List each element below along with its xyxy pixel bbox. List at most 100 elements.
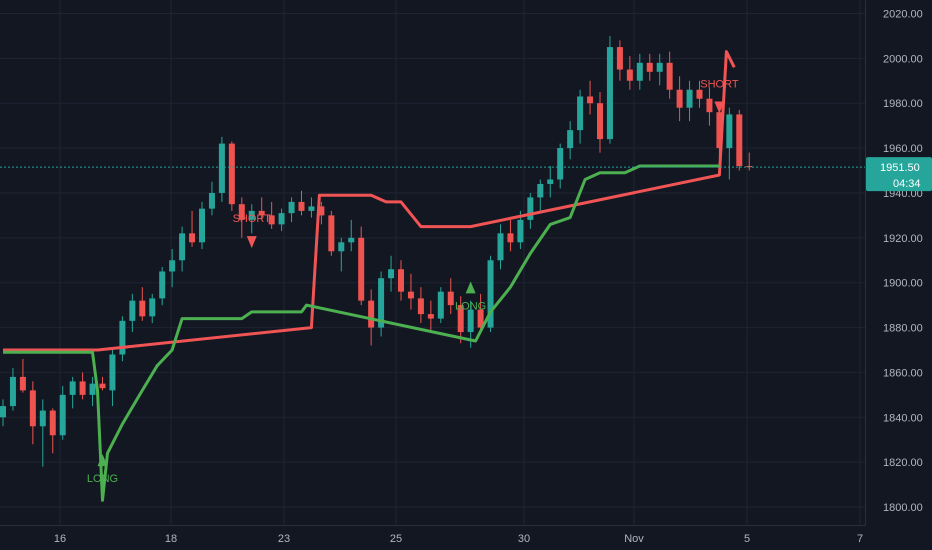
candle-body bbox=[487, 260, 494, 328]
candle-body bbox=[89, 383, 96, 395]
x-tick-label: 7 bbox=[857, 533, 863, 545]
candle-body bbox=[507, 233, 514, 243]
candle-body bbox=[139, 300, 146, 317]
time-axis-border bbox=[0, 525, 866, 526]
candle-body bbox=[577, 96, 584, 131]
candle-body bbox=[398, 269, 404, 292]
x-tick-label: 23 bbox=[278, 533, 290, 545]
y-tick-label: 2000.00 bbox=[883, 53, 923, 65]
candle-body bbox=[567, 130, 574, 149]
candle-body bbox=[79, 381, 86, 395]
candle-body bbox=[437, 291, 444, 319]
candle-body bbox=[597, 103, 603, 140]
candle-body bbox=[537, 183, 544, 198]
x-tick-label: 30 bbox=[518, 533, 530, 545]
candle-body bbox=[248, 210, 255, 220]
candle-body bbox=[328, 215, 335, 252]
candle-body bbox=[407, 291, 414, 299]
candle-body bbox=[208, 192, 215, 209]
candle-body bbox=[278, 213, 285, 225]
candle-body bbox=[676, 89, 683, 108]
candle-body bbox=[288, 201, 295, 214]
candle-body bbox=[527, 197, 534, 220]
candle-body bbox=[149, 298, 156, 317]
x-tick-label: Nov bbox=[624, 533, 644, 545]
candle-body bbox=[159, 271, 166, 299]
candle-body bbox=[189, 233, 196, 243]
candle-body bbox=[298, 201, 305, 211]
signal-label: SHORT bbox=[233, 213, 272, 225]
candle-body bbox=[169, 260, 176, 272]
candle-body bbox=[497, 233, 504, 261]
signal-label: LONG bbox=[87, 473, 118, 485]
x-tick-label: 25 bbox=[390, 533, 402, 545]
candle-body bbox=[69, 381, 76, 395]
y-tick-label: 1840.00 bbox=[883, 412, 923, 424]
candle-body bbox=[378, 278, 385, 328]
candle-body bbox=[9, 376, 16, 407]
signal-label: LONG bbox=[455, 300, 486, 312]
signal-markers: LONG SHORT LONG SHORT bbox=[87, 78, 739, 485]
x-tick-label: 5 bbox=[744, 533, 750, 545]
signal-label: SHORT bbox=[700, 78, 739, 90]
candle-body bbox=[746, 166, 753, 168]
candle-body bbox=[0, 406, 6, 418]
candle-body bbox=[656, 62, 663, 72]
candle-body bbox=[467, 309, 474, 333]
candle-body bbox=[199, 208, 205, 243]
long-arrow-icon bbox=[465, 281, 476, 294]
y-tick-label: 1800.00 bbox=[883, 502, 923, 514]
candle-body bbox=[358, 237, 365, 301]
short-arrow-icon bbox=[714, 101, 725, 114]
candle-body bbox=[477, 309, 484, 328]
candle-body bbox=[228, 143, 235, 205]
y-tick-label: 1860.00 bbox=[883, 367, 923, 379]
candle-body bbox=[368, 300, 375, 328]
countdown-label: 04:34 bbox=[893, 178, 921, 190]
y-tick-label: 2020.00 bbox=[883, 8, 923, 20]
last-price-badge bbox=[866, 157, 932, 192]
candle-body bbox=[427, 314, 434, 319]
candle-body bbox=[129, 300, 136, 321]
candle-body bbox=[547, 179, 554, 184]
candle-body bbox=[646, 62, 653, 72]
price-axis-border bbox=[865, 0, 866, 525]
candle-body bbox=[268, 215, 275, 225]
last-price-label: 1951.50 bbox=[880, 162, 920, 174]
long-arrow-icon bbox=[97, 454, 108, 467]
candle-body bbox=[716, 112, 723, 149]
candle-body bbox=[636, 62, 643, 81]
candle-body bbox=[39, 410, 46, 427]
candle-body bbox=[626, 69, 633, 81]
y-tick-label: 1820.00 bbox=[883, 457, 923, 469]
candle-body bbox=[19, 376, 26, 391]
candle-body bbox=[726, 114, 733, 149]
y-tick-label: 1880.00 bbox=[883, 323, 923, 335]
x-tick-label: 18 bbox=[165, 533, 177, 545]
short-arrow-icon bbox=[246, 236, 257, 249]
candle-body bbox=[706, 98, 713, 113]
candle-body bbox=[616, 47, 623, 70]
candle-body bbox=[686, 89, 693, 108]
price-axis[interactable]: 2020.002000.001980.001960.001940.001920.… bbox=[865, 0, 932, 525]
candle-body bbox=[179, 233, 186, 261]
candle-body bbox=[736, 114, 743, 167]
candle-body bbox=[606, 47, 613, 140]
candle-body bbox=[109, 354, 116, 391]
candle-body bbox=[338, 242, 345, 252]
y-tick-label: 1900.00 bbox=[883, 278, 923, 290]
candle-body bbox=[457, 305, 464, 333]
candle-body bbox=[258, 210, 265, 216]
candle-body bbox=[238, 204, 245, 220]
y-tick-label: 1920.00 bbox=[883, 233, 923, 245]
candle-body bbox=[218, 143, 225, 193]
short-stop-line bbox=[3, 50, 736, 352]
time-axis[interactable]: 16 18 23 25 30 Nov 5 7 bbox=[0, 525, 866, 545]
candle-body bbox=[417, 298, 424, 315]
candle-body bbox=[348, 237, 355, 243]
candle-body bbox=[308, 206, 315, 211]
candle-body bbox=[318, 206, 325, 216]
candle-body bbox=[666, 62, 673, 90]
